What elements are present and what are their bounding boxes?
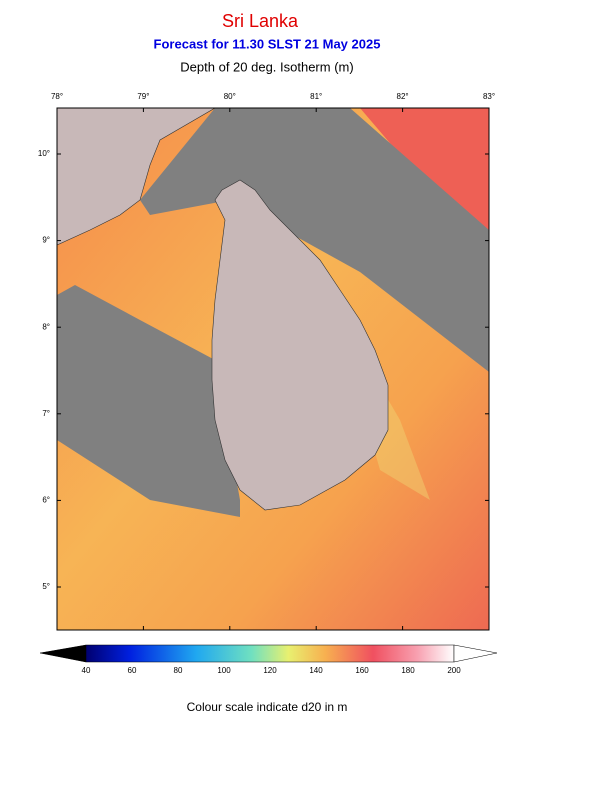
lon-label: 79° [137, 92, 149, 101]
map: 78° 79° 80° 81° 82° 83° 10° 9° 8° 7° 6° 5° [38, 92, 495, 631]
colorbar-ticks: 40 60 80 100 120 140 160 180 200 [82, 666, 462, 675]
colorbar-tick-label: 200 [447, 666, 461, 675]
lat-label: 6° [42, 496, 50, 505]
map-frame [56, 107, 490, 631]
colorbar-low [39, 644, 87, 663]
india-land [56, 107, 217, 246]
lat-label: 8° [42, 322, 50, 331]
no-data [57, 285, 240, 517]
lon-label: 82° [397, 92, 409, 101]
ticks: 78° 79° 80° 81° 82° 83° 10° 9° 8° 7° 6° 5° [38, 92, 495, 630]
colorbar-scale [85, 644, 455, 663]
colorbar: 40 60 80 100 120 140 160 180 200 [39, 644, 498, 675]
lon-label: 80° [224, 92, 236, 101]
colorbar-tick-label: 160 [355, 666, 369, 675]
colorbar-high [453, 644, 498, 663]
lon-label: 83° [483, 92, 495, 101]
lat-label: 7° [42, 409, 50, 418]
colorbar-tick-label: 40 [82, 666, 91, 675]
lat-label: 9° [42, 236, 50, 245]
lat-label: 10° [38, 149, 50, 158]
colorbar-tick-label: 80 [174, 666, 183, 675]
lon-label: 81° [310, 92, 322, 101]
caption: Colour scale indicate d20 in m [187, 700, 348, 714]
colorbar-tick-label: 100 [217, 666, 231, 675]
colorbar-tick-label: 120 [263, 666, 277, 675]
no-data [140, 108, 489, 372]
colorbar-tick-label: 180 [401, 666, 415, 675]
sea-warm [360, 108, 489, 230]
lon-label: 78° [51, 92, 63, 101]
sri-lanka-land [211, 179, 389, 511]
title: Sri Lanka [222, 11, 299, 31]
colorbar-tick-label: 60 [128, 666, 137, 675]
variable-title: Depth of 20 deg. Isotherm (m) [180, 59, 353, 74]
colorbar-tick-label: 140 [309, 666, 323, 675]
lat-label: 5° [42, 582, 50, 591]
subtitle: Forecast for 11.30 SLST 21 May 2025 [154, 36, 381, 51]
